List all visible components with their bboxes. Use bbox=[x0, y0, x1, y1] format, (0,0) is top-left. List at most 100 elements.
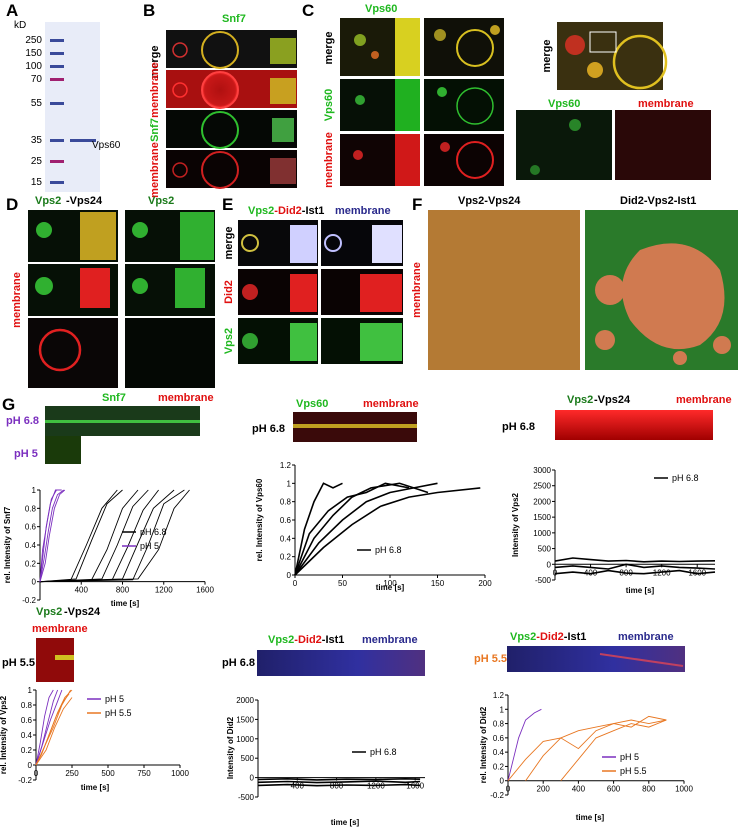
panel-label-g: G bbox=[2, 395, 15, 414]
gel-background bbox=[45, 22, 100, 192]
panel-d-images bbox=[28, 210, 215, 388]
x-tick-label: 400 bbox=[291, 782, 305, 791]
legend-label: pH 5 bbox=[105, 694, 124, 704]
y-axis-label: rel. Intensity of Vps2 bbox=[0, 695, 8, 774]
y-tick-label: 1.2 bbox=[493, 691, 505, 700]
y-tick-label: 1 bbox=[500, 705, 505, 714]
legend-label: pH 6.8 bbox=[140, 527, 167, 537]
g4-label-vps2: Vps2 bbox=[36, 606, 62, 618]
g6-title: Vps2-Did2-Ist1 bbox=[510, 631, 586, 643]
series-trace-pH-55 bbox=[560, 719, 667, 781]
series-trace-pH-68 bbox=[554, 557, 716, 563]
x-axis-label: time [s] bbox=[376, 583, 405, 592]
x-tick-label: 0 bbox=[293, 579, 298, 588]
series-trace-pH-68 bbox=[294, 482, 429, 576]
g6-ph: pH 5.5 bbox=[474, 653, 507, 665]
panel-e-title: Vps2-Did2-Ist1 bbox=[248, 205, 324, 217]
x-tick-label: 1600 bbox=[406, 782, 424, 791]
gel-ladder-label: 35 bbox=[31, 135, 43, 146]
series-trace-pH-68 bbox=[294, 482, 343, 576]
x-tick-label: 400 bbox=[75, 586, 89, 595]
y-tick-label: 0.6 bbox=[493, 734, 505, 743]
y-tick-label: 0.4 bbox=[21, 731, 33, 740]
panel-b-images bbox=[166, 30, 297, 189]
x-tick-label: 800 bbox=[330, 782, 344, 791]
g2-label-membrane: membrane bbox=[363, 398, 419, 410]
y-tick-label: 0.6 bbox=[21, 716, 33, 725]
legend-label: pH 5 bbox=[140, 541, 159, 551]
x-tick-label: 250 bbox=[65, 769, 79, 778]
series-trace-pH-68 bbox=[294, 482, 410, 576]
y-tick-label: 0.6 bbox=[25, 523, 37, 532]
series-trace-pH-68 bbox=[39, 489, 118, 583]
series-trace-pH-68 bbox=[257, 777, 421, 781]
g3-label-membrane: membrane bbox=[676, 394, 732, 406]
gel-ladder-label: 150 bbox=[25, 48, 42, 59]
y-tick-label: 0 bbox=[547, 560, 552, 569]
y-tick-label: 2500 bbox=[533, 482, 551, 491]
y-axis-label: rel. Intensity of Vps60 bbox=[255, 478, 264, 561]
series-trace-pH-68 bbox=[39, 489, 190, 583]
y-axis-label: rel. Intensity of Snf7 bbox=[3, 506, 12, 583]
y-tick-label: 2000 bbox=[533, 497, 551, 506]
panel-label-f: F bbox=[412, 195, 422, 214]
y-tick-label: 500 bbox=[538, 545, 552, 554]
g5-t-vps2: Vps2 bbox=[268, 634, 294, 646]
x-axis-label: time [s] bbox=[81, 783, 110, 792]
g4-kymo-signal bbox=[55, 655, 74, 660]
x-tick-label: 1600 bbox=[196, 586, 214, 595]
g4-label-membrane: membrane bbox=[32, 623, 88, 635]
y-tick-label: -0.2 bbox=[18, 776, 32, 785]
y-tick-label: -0.2 bbox=[22, 596, 36, 605]
series-trace-pH-68 bbox=[554, 563, 716, 570]
series-trace-pH-55 bbox=[525, 715, 667, 781]
panel-b-row-snf7: Snf7 bbox=[149, 118, 161, 142]
panel-d-title-a: Vps2 bbox=[35, 195, 61, 207]
y-tick-label: 0 bbox=[250, 774, 255, 783]
y-tick-label: 3000 bbox=[533, 466, 551, 475]
panel-c-title: Vps60 bbox=[365, 3, 397, 15]
series-trace-pH-68 bbox=[39, 489, 123, 583]
y-tick-label: 1500 bbox=[236, 715, 254, 724]
series-trace-pH-68 bbox=[294, 487, 481, 576]
panel-c-zoom-merge: merge bbox=[541, 39, 553, 72]
y-tick-label: 1 bbox=[28, 686, 33, 695]
panel-f-title-left: Vps2-Vps24 bbox=[458, 195, 521, 207]
legend-label: pH 5.5 bbox=[620, 766, 647, 776]
legend-label: pH 6.8 bbox=[672, 473, 699, 483]
panel-c-images bbox=[340, 18, 711, 186]
g6-t-did2: -Did2 bbox=[536, 631, 564, 643]
gel-ladder-label: 100 bbox=[25, 61, 42, 72]
y-tick-label: 0.4 bbox=[25, 541, 37, 550]
panel-e-row-did2: Did2 bbox=[223, 280, 235, 304]
panel-e-t3: -Ist1 bbox=[302, 205, 325, 217]
panel-e-row-vps2: Vps2 bbox=[223, 328, 235, 354]
y-tick-label: 0 bbox=[500, 777, 505, 786]
g1-ph-a: pH 6.8 bbox=[6, 415, 39, 427]
panel-b-title: Snf7 bbox=[222, 13, 246, 25]
x-tick-label: 600 bbox=[607, 785, 621, 794]
panel-d-title-b: -Vps24 bbox=[66, 195, 103, 207]
gel-ladder: 250 150 100 70 55 35 25 15 bbox=[25, 35, 64, 188]
x-tick-label: 100 bbox=[383, 579, 397, 588]
panel-f-side-label: membrane bbox=[411, 262, 423, 318]
y-tick-label: 1000 bbox=[533, 529, 551, 538]
panel-c-zoom-vps60: Vps60 bbox=[548, 98, 580, 110]
panel-b-row-merge: merge bbox=[149, 45, 161, 78]
g5-t-did2: -Did2 bbox=[294, 634, 322, 646]
g3-ph: pH 6.8 bbox=[502, 421, 535, 433]
panel-e-membrane-title: membrane bbox=[335, 205, 391, 217]
y-tick-label: -500 bbox=[535, 576, 552, 585]
gel-ladder-label: 15 bbox=[31, 177, 43, 188]
g2-kymo-signal bbox=[293, 424, 417, 428]
y-tick-label: 0.2 bbox=[21, 746, 33, 755]
g2-label-vps60: Vps60 bbox=[296, 398, 328, 410]
series-trace-pH-5 bbox=[39, 489, 66, 582]
panel-c-row-membrane: membrane bbox=[323, 132, 335, 188]
x-tick-label: 200 bbox=[478, 579, 492, 588]
gel-band-vps60 bbox=[70, 139, 96, 142]
g4-ph: pH 5.5 bbox=[2, 657, 35, 669]
series-trace-pH-68 bbox=[257, 783, 421, 787]
